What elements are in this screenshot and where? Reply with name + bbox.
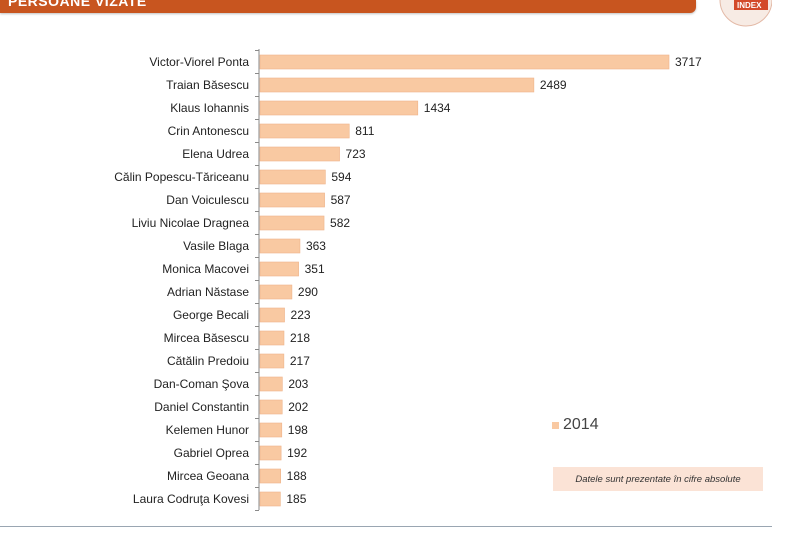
footer-divider — [0, 526, 772, 527]
bar — [259, 77, 535, 93]
bar — [259, 307, 285, 323]
bar — [259, 445, 282, 461]
bar — [259, 215, 325, 231]
data-label: 290 — [298, 285, 318, 299]
category-label: Dan-Coman Şova — [154, 377, 250, 391]
category-label: George Becali — [173, 308, 249, 322]
category-label: Mircea Băsescu — [164, 331, 249, 345]
data-label: 363 — [306, 239, 326, 253]
category-label: Klaus Iohannis — [170, 101, 249, 115]
category-label: Mircea Geoana — [167, 469, 249, 483]
data-label: 217 — [290, 354, 310, 368]
data-label: 2489 — [540, 78, 567, 92]
data-label: 198 — [288, 423, 308, 437]
bar — [259, 192, 325, 208]
data-label: 351 — [305, 262, 325, 276]
category-label: Călin Popescu-Tăriceanu — [114, 170, 249, 184]
data-label: 811 — [355, 124, 374, 138]
data-label: 185 — [286, 492, 306, 506]
data-label: 582 — [330, 216, 350, 230]
bar — [259, 491, 281, 507]
bar — [259, 330, 285, 346]
category-label: Traian Băsescu — [166, 78, 249, 92]
data-label: 1434 — [424, 101, 451, 115]
category-label: Liviu Nicolae Dragnea — [132, 216, 250, 230]
bar — [259, 146, 340, 162]
data-label: 188 — [287, 469, 307, 483]
bar — [259, 100, 419, 116]
category-label: Daniel Constantin — [154, 400, 249, 414]
data-label: 3717 — [675, 55, 702, 69]
bar — [259, 376, 283, 392]
data-label: 587 — [331, 193, 351, 207]
category-label: Crin Antonescu — [168, 124, 249, 138]
bar — [259, 238, 301, 254]
category-label: Elena Udrea — [182, 147, 249, 161]
bar — [259, 468, 281, 484]
data-label: 223 — [291, 308, 311, 322]
data-label: 218 — [290, 331, 310, 345]
header-bar: PERSOANE VIZATE — [0, 0, 696, 13]
legend-label: 2014 — [563, 416, 599, 433]
bar — [259, 284, 293, 300]
data-label: 203 — [288, 377, 308, 391]
category-label: Vasile Blaga — [183, 239, 249, 253]
category-label: Monica Macovei — [162, 262, 249, 276]
category-label: Victor-Viorel Ponta — [149, 55, 249, 69]
legend-swatch — [552, 421, 559, 429]
media-index-logo: media INDEX — [719, 0, 772, 27]
data-label: 192 — [287, 446, 307, 460]
category-label: Kelemen Hunor — [166, 423, 249, 437]
bar — [259, 353, 285, 369]
data-label: 202 — [288, 400, 308, 414]
bar — [259, 261, 299, 277]
header-title: PERSOANE VIZATE — [8, 0, 147, 9]
bar — [259, 422, 283, 438]
note-text: Datele sunt prezentate în cifre absolute — [575, 473, 741, 485]
category-label: Laura Codruţa Kovesi — [133, 492, 249, 506]
bar — [259, 399, 283, 415]
legend: 2014 — [552, 416, 599, 434]
category-label: Cătălin Predoiu — [167, 354, 249, 368]
bar — [259, 169, 326, 185]
data-label: 594 — [331, 170, 351, 184]
bar — [259, 123, 350, 139]
category-label: Gabriel Oprea — [174, 446, 250, 460]
data-label: 723 — [346, 147, 366, 161]
logo-text-index: INDEX — [737, 1, 762, 10]
note-box: Datele sunt prezentate în cifre absolute — [553, 467, 763, 491]
category-label: Dan Voiculescu — [166, 193, 249, 207]
category-label: Adrian Năstase — [167, 285, 249, 299]
bar — [259, 54, 670, 70]
